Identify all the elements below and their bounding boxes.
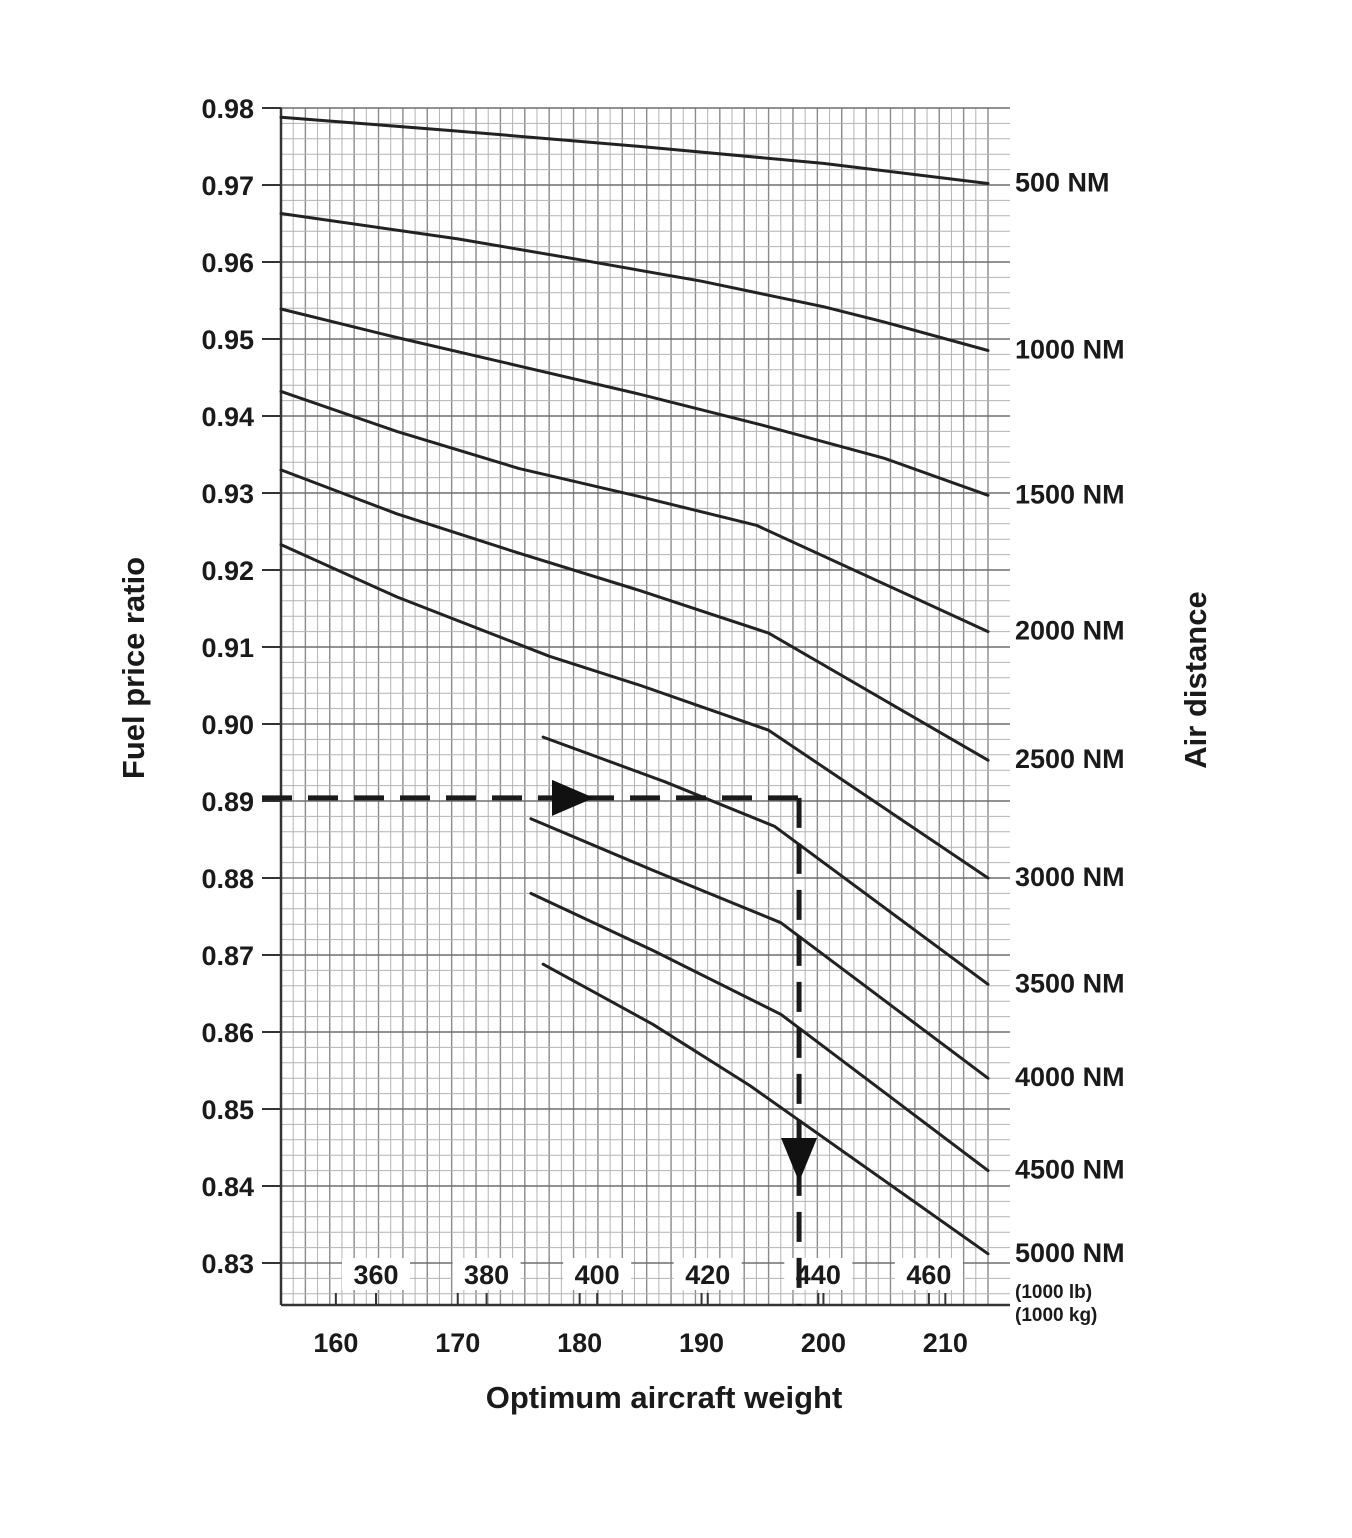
secondary-tick-backdrop [894, 1258, 963, 1290]
primary-x-unit: (1000 kg) [1015, 1305, 1097, 1326]
series-label: 4500 NM [1015, 1155, 1125, 1185]
series-line [279, 307, 990, 497]
series-line [279, 115, 990, 185]
y-tick-label: 0.84 [201, 1172, 254, 1202]
y-tick-label: 0.96 [201, 248, 254, 278]
y-tick-label: 0.95 [201, 325, 254, 355]
series-line [279, 468, 990, 762]
example-path [262, 779, 818, 1306]
secondary-tick-backdrop [341, 1258, 410, 1290]
secondary-x-tick-label: 380 [464, 1260, 509, 1290]
x-tick-label: 160 [313, 1328, 358, 1358]
series-line [541, 962, 990, 1256]
y-tick-label: 0.85 [201, 1095, 254, 1125]
series-line [529, 891, 990, 1173]
secondary-tick-backdrop [452, 1258, 521, 1290]
secondary-tick-backdrop [673, 1258, 742, 1290]
secondary-x-tick-label: 360 [353, 1260, 398, 1290]
y-tick-label: 0.86 [201, 1018, 254, 1048]
x-tick-label: 170 [435, 1328, 480, 1358]
series-label: 500 NM [1015, 167, 1110, 197]
y-tick-label: 0.94 [201, 402, 254, 432]
chart-series: 500 NM 1000 NM 1500 NM 2000 NM 2500 NM 3000 N… [279, 115, 1125, 1268]
y-tick-label: 0.89 [201, 787, 254, 817]
secondary-x-tick-label: 460 [906, 1260, 951, 1290]
y-tick-label: 0.91 [201, 633, 254, 663]
arrow-down-icon [781, 1138, 818, 1182]
x-tick-label: 200 [801, 1328, 846, 1358]
secondary-tick-backdrop [784, 1258, 853, 1290]
y-axis-title: Fuel price ratio [116, 557, 151, 779]
x-axis-title: Optimum aircraft weight [486, 1380, 843, 1415]
x-tick-label: 190 [679, 1328, 724, 1358]
y-tick-label: 0.88 [201, 864, 254, 894]
series-label: 4000 NM [1015, 1062, 1125, 1092]
y-tick-label: 0.98 [201, 94, 254, 124]
y-tick-label: 0.92 [201, 556, 254, 586]
series-label: 2000 NM [1015, 616, 1125, 646]
x-tick-label: 210 [923, 1328, 968, 1358]
series-label: 1000 NM [1015, 335, 1125, 365]
series-label: 1500 NM [1015, 479, 1125, 509]
y-tick-label: 0.83 [201, 1249, 254, 1279]
y-tick-label: 0.97 [201, 171, 254, 201]
secondary-x-unit: (1000 lb) [1015, 1282, 1092, 1303]
secondary-x-tick-label: 400 [575, 1260, 620, 1290]
series-line [541, 735, 990, 986]
series-line [279, 389, 990, 634]
y-tick-label: 0.87 [201, 941, 254, 971]
x-tick-label: 180 [557, 1328, 602, 1358]
secondary-x-tick-label: 440 [796, 1260, 841, 1290]
series-label: 2500 NM [1015, 744, 1125, 774]
y-tick-label: 0.90 [201, 710, 254, 740]
chart-grid [280, 107, 1010, 1305]
series-line [279, 543, 990, 880]
right-axis-title: Air distance [1178, 591, 1213, 768]
secondary-tick-backdrop [563, 1258, 632, 1290]
y-tick-label: 0.93 [201, 479, 254, 509]
chart-labels: (1000 lb) (1000 kg) Optimum aircraft wei… [116, 557, 1213, 1415]
series-label: 3000 NM [1015, 862, 1125, 892]
chart-axes: 0.98 0.97 0.96 0.95 0.94 0.93 0.92 0.91 0.90 0.89… [201, 94, 1010, 1358]
series-label: 3500 NM [1015, 968, 1125, 998]
series-label: 5000 NM [1015, 1238, 1125, 1268]
series-line [279, 212, 990, 352]
series-line [529, 817, 990, 1080]
secondary-x-tick-label: 420 [685, 1260, 730, 1290]
arrow-right-icon [552, 779, 594, 816]
